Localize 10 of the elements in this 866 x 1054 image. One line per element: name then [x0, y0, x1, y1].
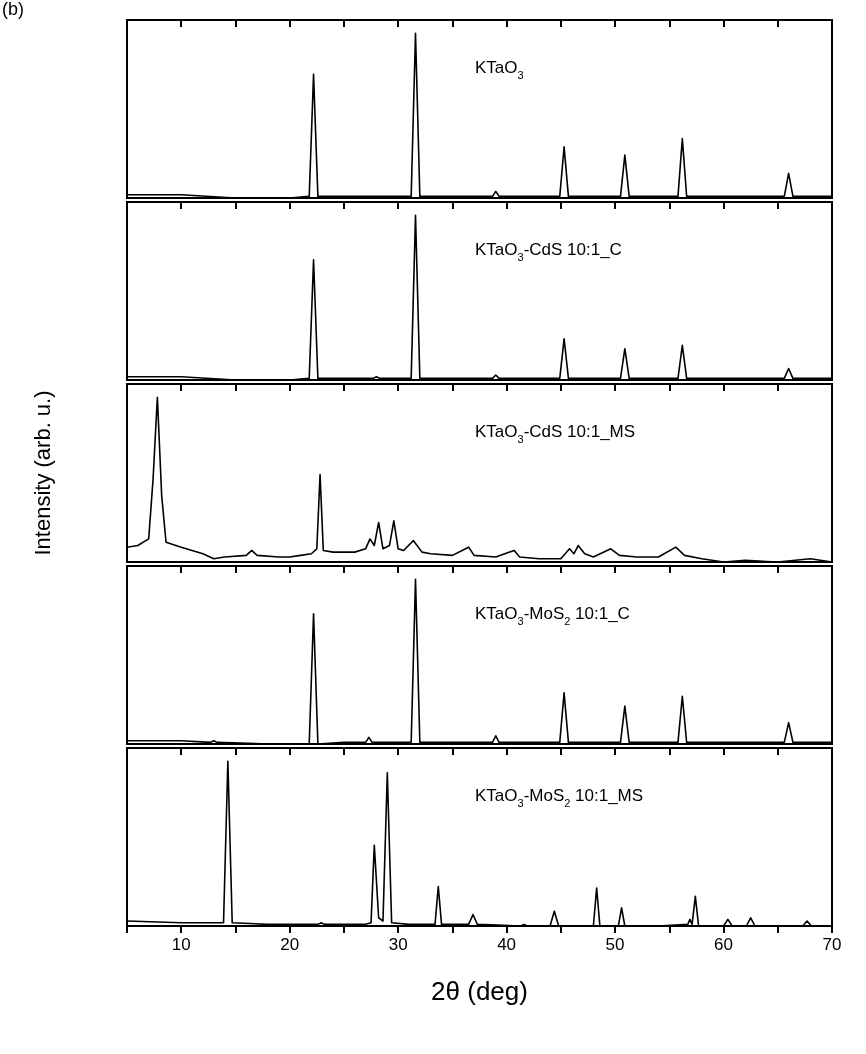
- x-tick-label: 10: [171, 935, 191, 954]
- text: (b): [2, 0, 24, 19]
- y-axis-title: Intensity (arb. u.): [29, 390, 55, 556]
- x-tick-label: 60: [714, 935, 733, 954]
- x-tick-label: 50: [605, 935, 625, 954]
- x-tick-label: 20: [280, 935, 300, 954]
- x-tick-label: 40: [497, 935, 517, 954]
- x-tick-label: 30: [388, 935, 408, 954]
- x-axis-title: 2θ (deg): [431, 976, 528, 1006]
- x-tick-label: 70: [822, 935, 842, 954]
